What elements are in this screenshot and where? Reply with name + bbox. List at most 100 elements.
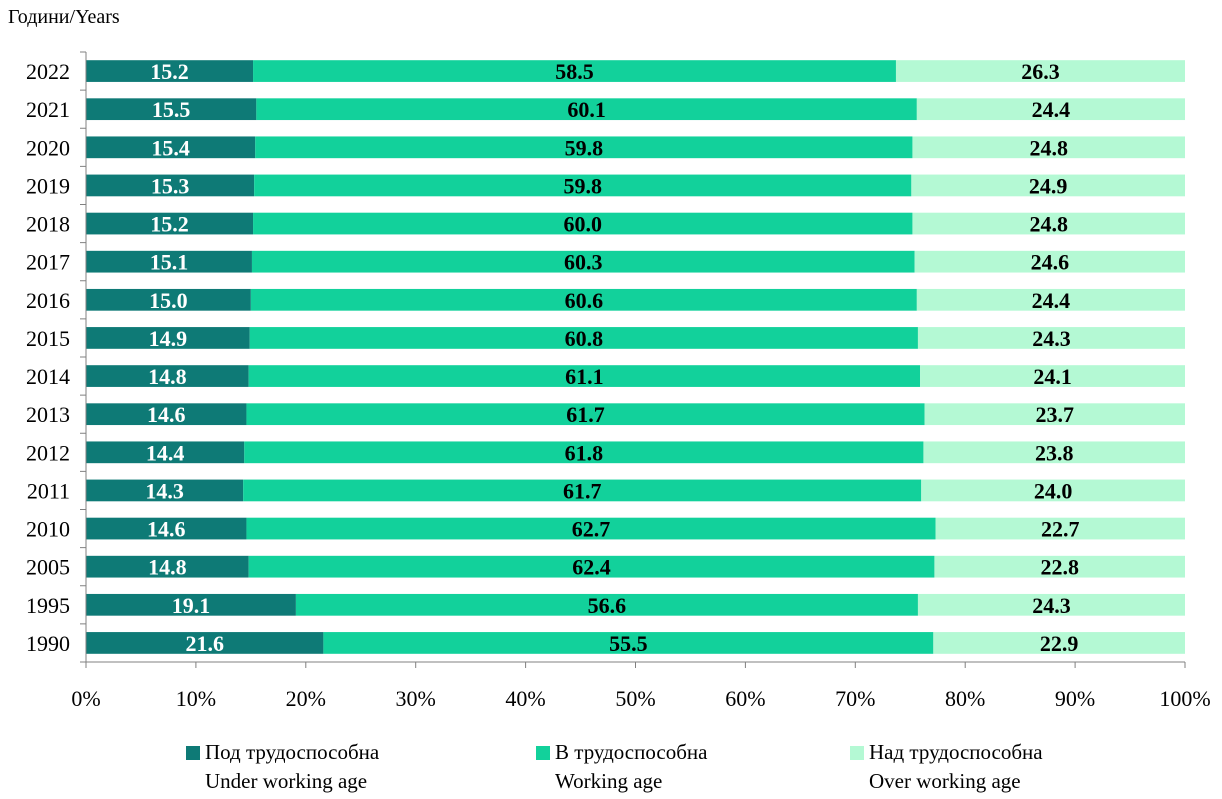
bar-segment <box>254 174 912 197</box>
x-tick-label: 90% <box>1055 686 1095 711</box>
data-label: 23.8 <box>1035 440 1074 465</box>
bar-segment <box>86 555 249 578</box>
bar-segment <box>250 288 917 311</box>
bar-segment <box>86 327 250 349</box>
data-label: 60.1 <box>567 97 606 122</box>
data-label: 22.7 <box>1041 517 1080 542</box>
legend-swatch-working <box>536 746 550 760</box>
data-label: 62.4 <box>572 555 611 580</box>
data-label: 24.0 <box>1034 478 1073 503</box>
data-label: 22.9 <box>1040 631 1079 656</box>
bar-segment <box>917 593 1185 616</box>
data-label: 14.4 <box>146 440 185 465</box>
x-tick-label: 80% <box>945 686 985 711</box>
legend-label-en: Over working age <box>869 769 1021 793</box>
y-tick-label: 2012 <box>26 440 70 465</box>
legend-label-bg: Под трудоспособна <box>205 740 380 764</box>
bar-segment <box>916 98 1185 121</box>
data-label: 60.3 <box>564 250 603 275</box>
bar-segment <box>243 479 922 502</box>
y-tick-label: 2019 <box>26 173 70 198</box>
x-tick-label: 40% <box>505 686 545 711</box>
data-label: 61.7 <box>566 402 605 427</box>
data-label: 62.7 <box>572 517 611 542</box>
data-label: 15.2 <box>150 212 189 237</box>
data-label: 55.5 <box>609 631 648 656</box>
legend-label-en: Working age <box>555 769 663 793</box>
x-tick-label: 30% <box>396 686 436 711</box>
bar-segment <box>912 136 1185 159</box>
legend-swatch-over <box>850 746 864 760</box>
data-label: 19.1 <box>172 593 211 618</box>
data-label: 24.3 <box>1032 326 1071 351</box>
bar-segment <box>86 365 249 387</box>
x-tick-label: 100% <box>1159 686 1210 711</box>
bar-segment <box>251 250 915 273</box>
y-tick-label: 2017 <box>26 250 70 275</box>
bar-segment <box>86 479 244 502</box>
bar-segment <box>924 403 1185 426</box>
stacked-bar-chart: 15.2 58.5 26.3 2022 15.5 60.1 24.4 2021 15.4 59.8… <box>26 51 1211 711</box>
bar-segment <box>86 250 252 273</box>
bar-segment <box>244 441 924 464</box>
bar-segment <box>246 403 925 426</box>
y-tick-label: 2016 <box>26 288 70 313</box>
data-label: 15.5 <box>152 97 191 122</box>
bar-segment <box>255 136 913 159</box>
data-label: 24.3 <box>1032 593 1071 618</box>
bar-segment <box>253 212 913 235</box>
data-label: 14.6 <box>147 402 186 427</box>
data-label: 24.4 <box>1032 97 1071 122</box>
bar-segment <box>912 212 1185 235</box>
bar-segment <box>86 212 254 235</box>
bar-segment <box>86 517 247 540</box>
data-label: 61.7 <box>563 478 602 503</box>
bar-segment <box>911 174 1185 197</box>
x-tick-label: 70% <box>835 686 875 711</box>
data-label: 23.7 <box>1036 402 1075 427</box>
legend: Под трудоспособна Under working age В тр… <box>0 738 1222 798</box>
bar-segment <box>934 555 1185 578</box>
data-label: 14.8 <box>148 555 187 580</box>
data-label: 22.8 <box>1040 555 1079 580</box>
bar-segment <box>933 632 1185 654</box>
bar-segment <box>256 98 917 121</box>
bar-segment <box>86 98 257 121</box>
bar-segment <box>248 365 921 387</box>
data-label: 15.2 <box>150 59 189 84</box>
y-tick-label: 2014 <box>26 364 70 389</box>
data-label: 59.8 <box>565 135 604 160</box>
bar-segment <box>86 174 255 197</box>
data-label: 24.4 <box>1032 288 1071 313</box>
bar-segment <box>86 441 245 464</box>
bar-segment <box>86 136 256 159</box>
y-tick-label: 2005 <box>26 555 70 580</box>
legend-label-bg: Над трудоспособна <box>869 740 1043 764</box>
y-tick-label: 2022 <box>26 59 70 84</box>
data-label: 56.6 <box>588 593 627 618</box>
data-label: 61.1 <box>565 364 604 389</box>
data-label: 59.8 <box>563 173 602 198</box>
data-label: 60.6 <box>565 288 604 313</box>
bar-segment <box>920 365 1185 387</box>
legend-label-en: Under working age <box>205 769 368 793</box>
bar-segment <box>916 288 1185 311</box>
bar-segment <box>86 632 324 654</box>
bar-segment <box>935 517 1185 540</box>
data-label: 14.6 <box>147 517 186 542</box>
x-tick-label: 50% <box>615 686 655 711</box>
bar-segment <box>895 60 1185 82</box>
data-label: 24.1 <box>1033 364 1072 389</box>
data-label: 14.8 <box>148 364 187 389</box>
data-label: 15.4 <box>151 135 190 160</box>
data-label: 14.9 <box>149 326 188 351</box>
bar-segment <box>86 288 251 311</box>
data-label: 14.3 <box>145 478 184 503</box>
y-tick-label: 1995 <box>26 593 70 618</box>
y-tick-label: 2010 <box>26 517 70 542</box>
bar-segment <box>86 403 247 426</box>
legend-label-bg: В трудоспособна <box>555 740 708 764</box>
y-tick-label: 2020 <box>26 135 70 160</box>
data-label: 15.3 <box>151 173 190 198</box>
bar-segment <box>295 593 918 616</box>
